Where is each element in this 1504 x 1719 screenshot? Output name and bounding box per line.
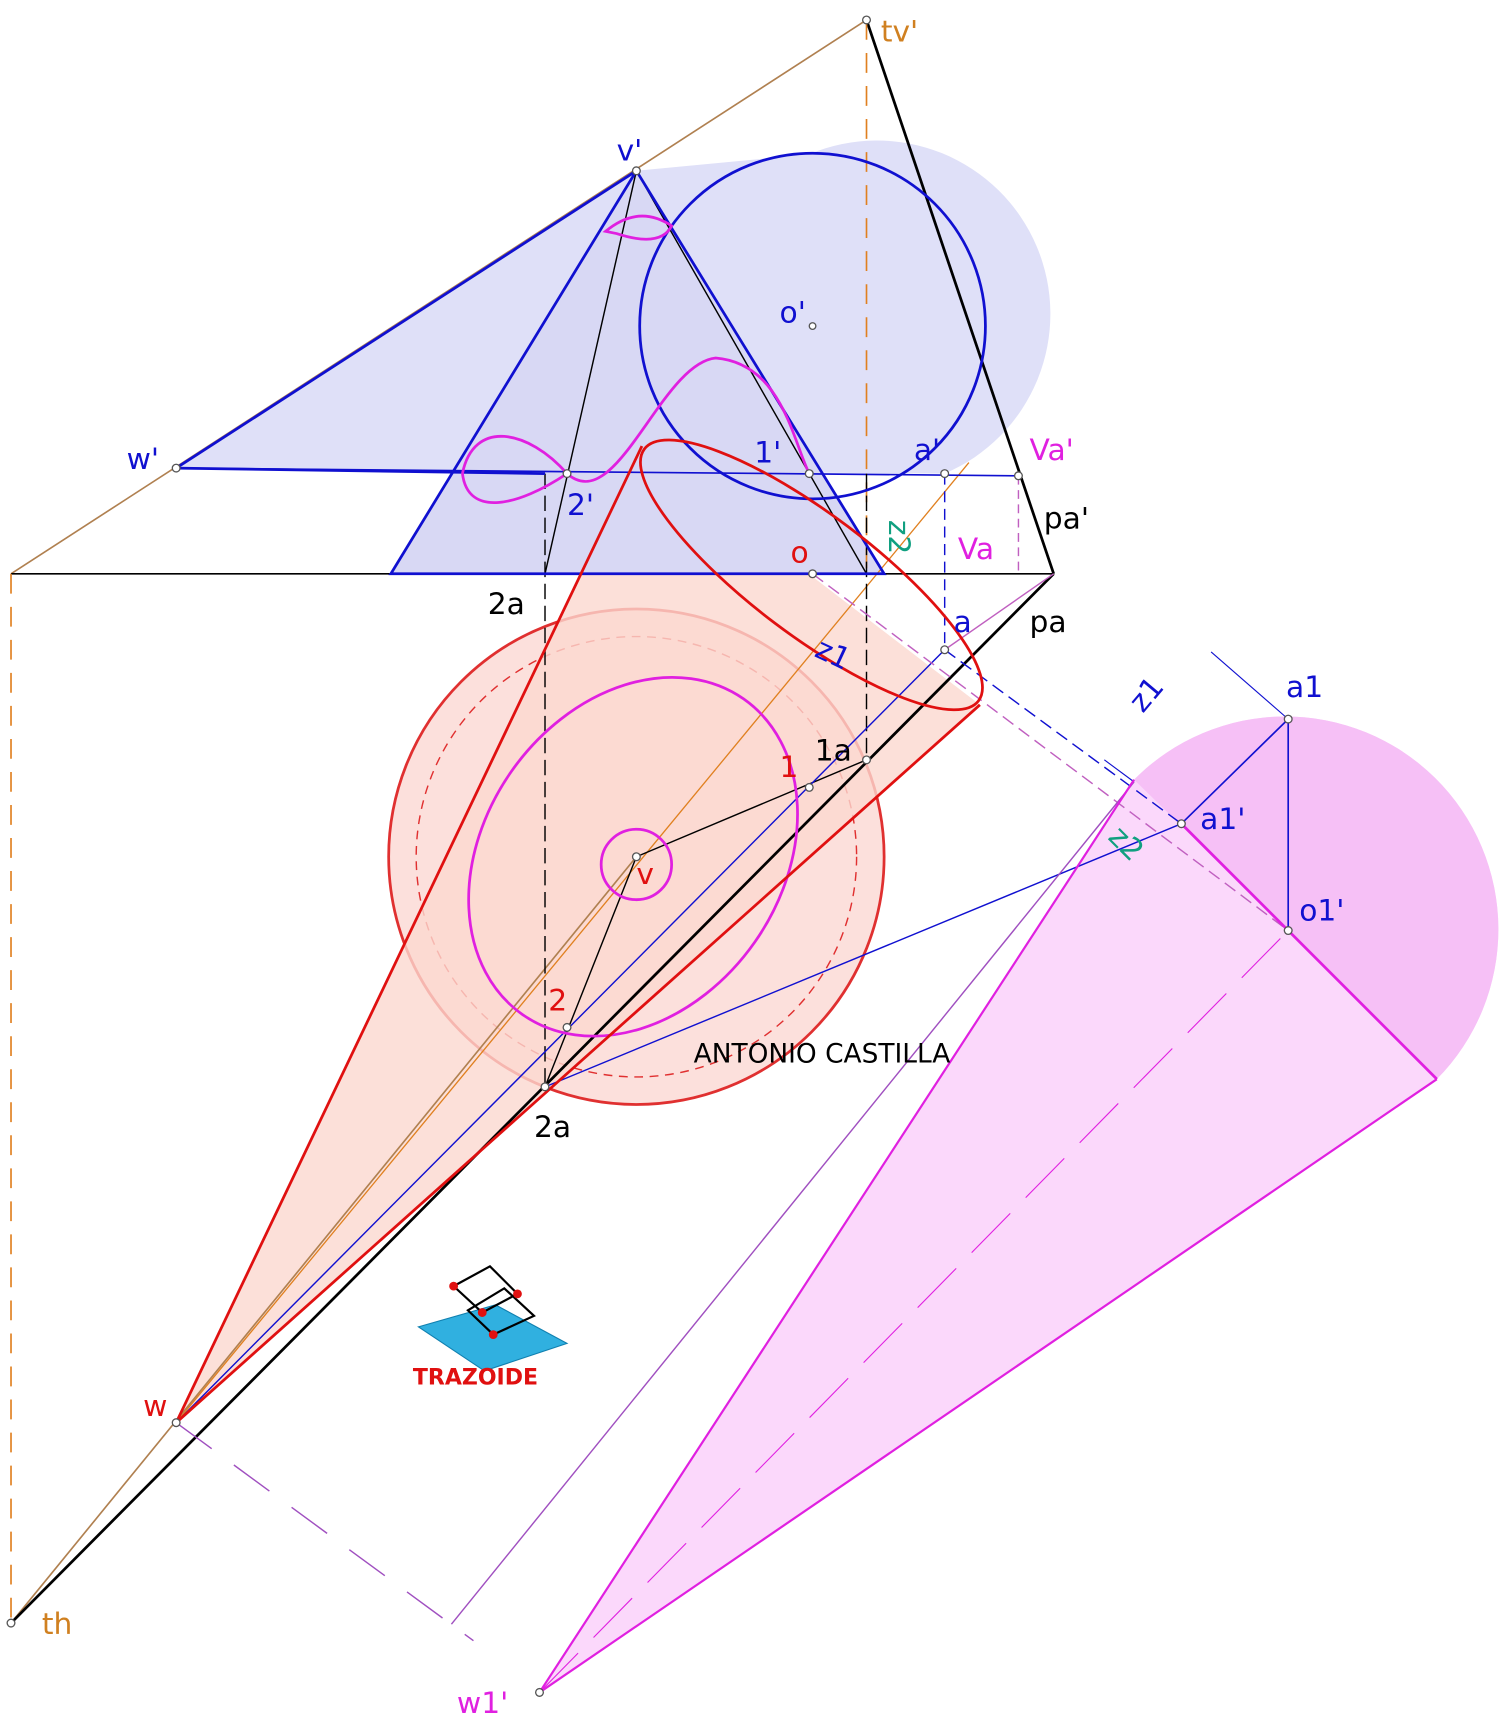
label: 2' bbox=[567, 488, 594, 523]
points-part bbox=[941, 470, 949, 478]
label: w bbox=[143, 1389, 167, 1424]
points-part bbox=[172, 1419, 180, 1427]
label: 1a bbox=[815, 734, 852, 769]
label: 2 bbox=[548, 984, 567, 1019]
label: v bbox=[636, 857, 654, 892]
points-part bbox=[563, 1024, 571, 1032]
points-part bbox=[172, 464, 180, 472]
diagram: tv' v' o' w' 2' 1' a' Va' pa' Va o a pa … bbox=[0, 0, 1504, 1719]
label: a bbox=[953, 605, 971, 640]
points-part bbox=[863, 756, 871, 764]
label: w1' bbox=[457, 1686, 508, 1719]
points-part bbox=[7, 1619, 15, 1627]
points-part bbox=[809, 323, 816, 330]
logo-icon-part bbox=[454, 1266, 518, 1312]
label: a' bbox=[914, 433, 940, 468]
points-part bbox=[863, 16, 871, 24]
points-part bbox=[1178, 820, 1186, 828]
points-part bbox=[1284, 715, 1292, 723]
points-part bbox=[941, 646, 949, 654]
page: {"labels": ["tv'", "v'", "o'", "w'", "2'… bbox=[0, 0, 1504, 1719]
construction-lines-part bbox=[176, 1423, 473, 1641]
points-part bbox=[541, 1083, 549, 1091]
points-part bbox=[1015, 472, 1023, 480]
label: 1' bbox=[754, 435, 781, 470]
points-part bbox=[563, 470, 571, 478]
points-part bbox=[536, 1689, 544, 1697]
points-part bbox=[809, 570, 817, 578]
label: pa bbox=[1029, 605, 1066, 640]
credit: ANTONIO CASTILLA bbox=[694, 1038, 951, 1069]
label: tv' bbox=[881, 15, 918, 50]
label: v' bbox=[617, 134, 643, 169]
label: z2 bbox=[881, 520, 916, 555]
label: w' bbox=[127, 442, 159, 477]
label: th bbox=[42, 1607, 72, 1642]
logo-icon-part bbox=[478, 1308, 487, 1317]
label: 2a bbox=[488, 587, 525, 622]
logo-icon bbox=[418, 1266, 567, 1371]
label: Va bbox=[958, 532, 994, 567]
label: o bbox=[791, 535, 809, 570]
logo-icon-part bbox=[449, 1282, 458, 1291]
label: 2a bbox=[534, 1110, 571, 1145]
label: a1 bbox=[1286, 670, 1323, 705]
construction-lines-part bbox=[1211, 652, 1288, 719]
points-part bbox=[805, 784, 813, 792]
logo-icon-part bbox=[489, 1330, 498, 1339]
points-part bbox=[1284, 927, 1292, 935]
label: o' bbox=[780, 295, 806, 330]
label: z1 bbox=[1122, 670, 1171, 719]
label: a1' bbox=[1200, 802, 1245, 837]
logo-icon-part bbox=[513, 1289, 522, 1298]
label: 1 bbox=[780, 750, 799, 785]
logo-text: TRAZOIDE bbox=[413, 1366, 538, 1391]
points-part bbox=[805, 470, 813, 478]
label: Va' bbox=[1029, 433, 1073, 468]
label: o1' bbox=[1299, 893, 1344, 928]
label: pa' bbox=[1044, 501, 1089, 536]
construction-lines-part bbox=[11, 857, 636, 1623]
